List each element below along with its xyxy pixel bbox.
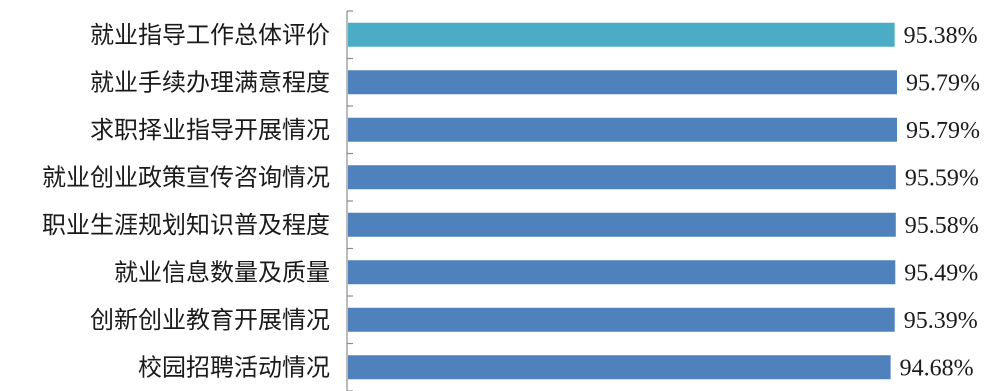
category-label: 就业信息数量及质量 [114,258,330,286]
value-label: 95.79% [906,118,980,144]
bar [348,70,897,95]
bar [348,165,896,190]
value-label: 95.39% [904,308,978,334]
category-label: 就业手续办理满意程度 [90,68,330,96]
category-label: 求职择业指导开展情况 [90,116,330,144]
bar [348,212,896,237]
category-axis-ticks [347,10,353,391]
bar [348,355,891,380]
value-label: 94.68% [900,355,974,381]
bar [348,22,895,47]
value-label: 95.79% [906,70,980,96]
bar [348,307,895,332]
category-labels: 就业指导工作总体评价就业手续办理满意程度求职择业指导开展情况就业创业政策宣传咨询… [42,21,330,382]
category-label: 就业指导工作总体评价 [90,21,330,49]
value-labels: 95.38% 95.79% 95.79% 95.59% 95.58% 95.49% 95.3… [900,23,980,382]
value-label: 95.49% [904,260,978,286]
value-label: 95.38% [904,23,978,49]
bars [348,22,897,380]
category-label: 就业创业政策宣传咨询情况 [42,163,330,191]
category-label: 校园招聘活动情况 [138,353,330,381]
bar [348,117,897,142]
category-label: 职业生涯规划知识普及程度 [42,211,330,239]
value-label: 95.58% [905,213,979,239]
bar [348,260,896,285]
category-label: 创新创业教育开展情况 [90,306,330,334]
value-label: 95.59% [905,165,979,191]
